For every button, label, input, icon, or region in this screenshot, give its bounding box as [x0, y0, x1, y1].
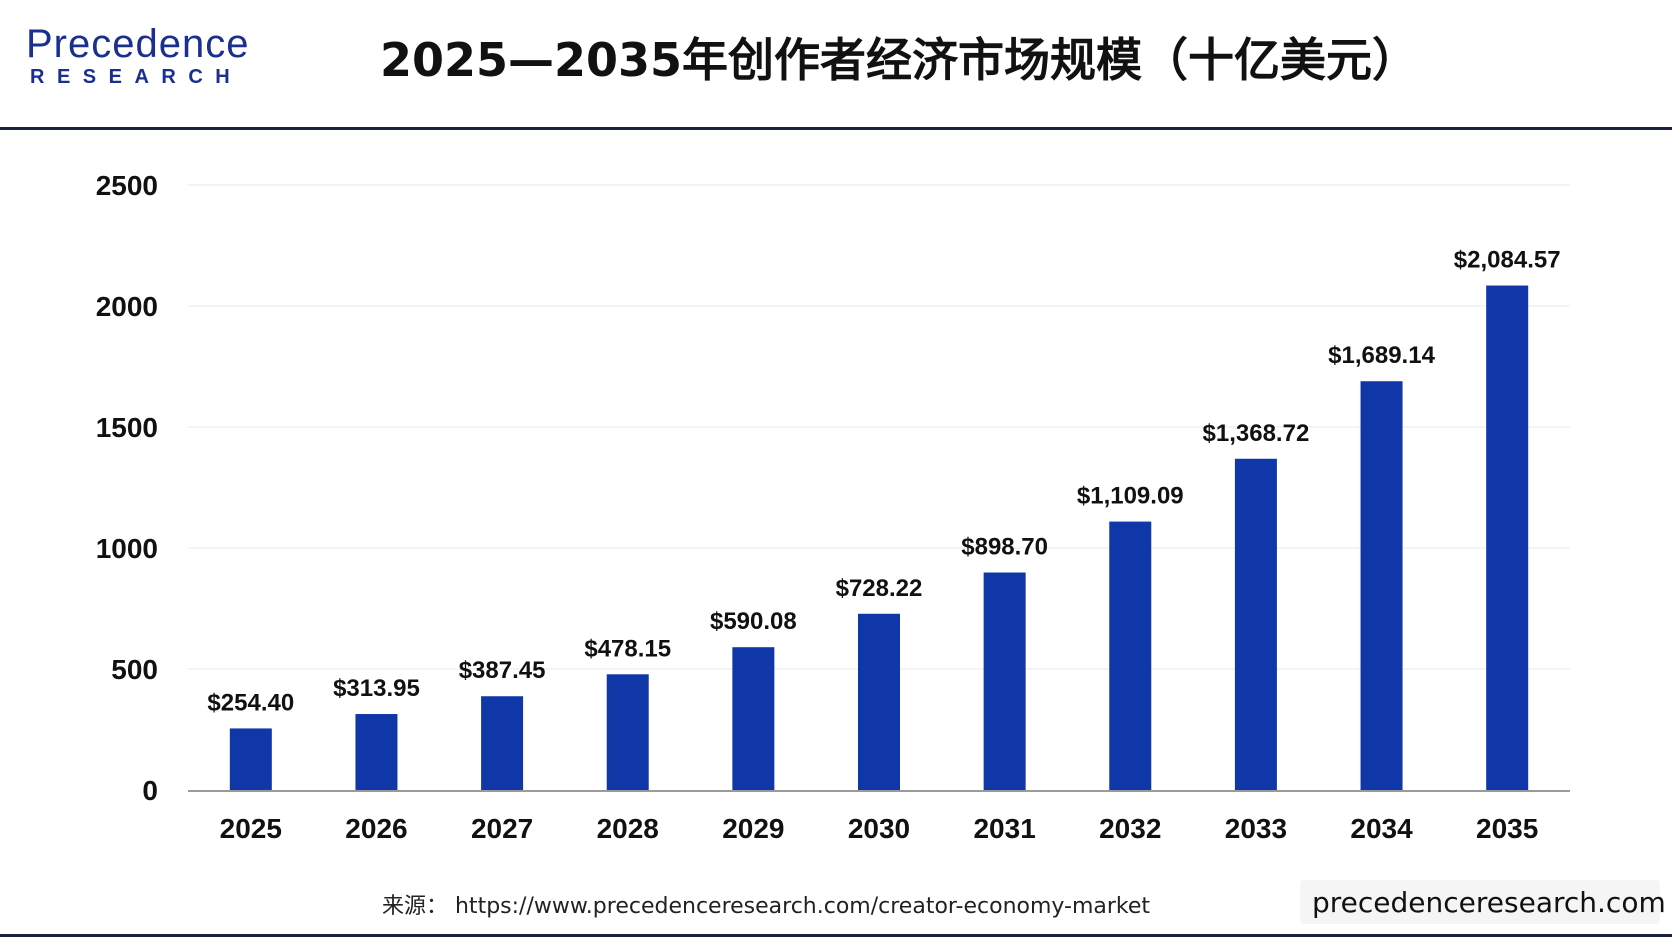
bar-value-label-2026: $313.95 [333, 675, 420, 702]
bar-2029[interactable] [732, 647, 775, 790]
website-badge[interactable]: precedenceresearch.com [1300, 880, 1666, 924]
bar-value-label-2035: $2,084.57 [1454, 247, 1561, 274]
y-tick-label: 2500 [96, 170, 158, 201]
x-tick-label-2031: 2031 [973, 813, 1035, 844]
bars [229, 285, 1529, 790]
bar-2025[interactable] [229, 728, 272, 790]
bar-2033[interactable] [1234, 458, 1277, 790]
y-tick-label: 1000 [96, 533, 158, 564]
x-tick-label-2027: 2027 [471, 813, 533, 844]
x-tick-label-2034: 2034 [1350, 813, 1413, 844]
x-tick-label-2032: 2032 [1099, 813, 1161, 844]
bar-2031[interactable] [983, 572, 1026, 790]
source-citation: 来源： https://www.precedenceresearch.com/c… [382, 894, 1151, 919]
website-link[interactable]: precedenceresearch.com [1312, 886, 1666, 919]
logo-wordmark: Precedence [26, 22, 250, 66]
bar-value-label-2028: $478.15 [584, 635, 671, 662]
x-tick-label-2030: 2030 [848, 813, 910, 844]
header-divider [0, 127, 1672, 130]
y-tick-label: 500 [111, 654, 158, 685]
bar-2034[interactable] [1360, 381, 1403, 790]
bar-value-label-2025: $254.40 [207, 689, 294, 716]
header: Precedence RESEARCH 2025—2035年创作者经济市场规模（… [0, 0, 1672, 130]
x-tick-label-2029: 2029 [722, 813, 784, 844]
bar-value-label-2030: $728.22 [836, 575, 923, 602]
bar-chart-svg: 0 500 1000 1500 2000 2500 $254.40 $313.95 $387.… [96, 170, 1570, 844]
y-tick-label: 0 [142, 775, 158, 806]
x-tick-label-2035: 2035 [1476, 813, 1538, 844]
chart-title: 2025—2035年创作者经济市场规模（十亿美元） [380, 33, 1419, 87]
bar-2027[interactable] [481, 696, 524, 790]
bar-2028[interactable] [606, 674, 649, 790]
x-tick-label-2026: 2026 [345, 813, 407, 844]
y-tick-label: 1500 [96, 412, 158, 443]
bar-value-label-2033: $1,368.72 [1203, 420, 1310, 447]
x-tick-label-2033: 2033 [1225, 813, 1287, 844]
bar-value-label-2029: $590.08 [710, 608, 797, 635]
bar-value-label-2032: $1,109.09 [1077, 483, 1184, 510]
bar-value-label-2031: $898.70 [961, 534, 1048, 561]
gridlines [188, 184, 1570, 670]
footer-divider [0, 934, 1672, 937]
bar-chart: 0 500 1000 1500 2000 2500 $254.40 $313.95 $387.… [0, 140, 1672, 860]
logo-subtitle: RESEARCH [30, 66, 243, 88]
bar-2026[interactable] [355, 714, 398, 790]
y-axis-ticks: 0 500 1000 1500 2000 2500 [96, 170, 158, 806]
x-axis-ticks: 2025 2026 2027 2028 2029 2030 2031 2032 2033 2034… [220, 813, 1539, 844]
bar-value-label-2034: $1,689.14 [1328, 342, 1435, 369]
bar-value-label-2027: $387.45 [459, 657, 546, 684]
company-logo[interactable]: Precedence RESEARCH [26, 22, 266, 102]
bar-2030[interactable] [858, 613, 900, 790]
bar-2035[interactable] [1486, 285, 1529, 790]
bar-value-labels: $254.40 $313.95 $387.45 $478.15 $590.08 $728.… [207, 247, 1560, 717]
bar-2032[interactable] [1109, 521, 1152, 790]
y-tick-label: 2000 [96, 291, 158, 322]
x-tick-label-2028: 2028 [597, 813, 659, 844]
x-tick-label-2025: 2025 [220, 813, 282, 844]
